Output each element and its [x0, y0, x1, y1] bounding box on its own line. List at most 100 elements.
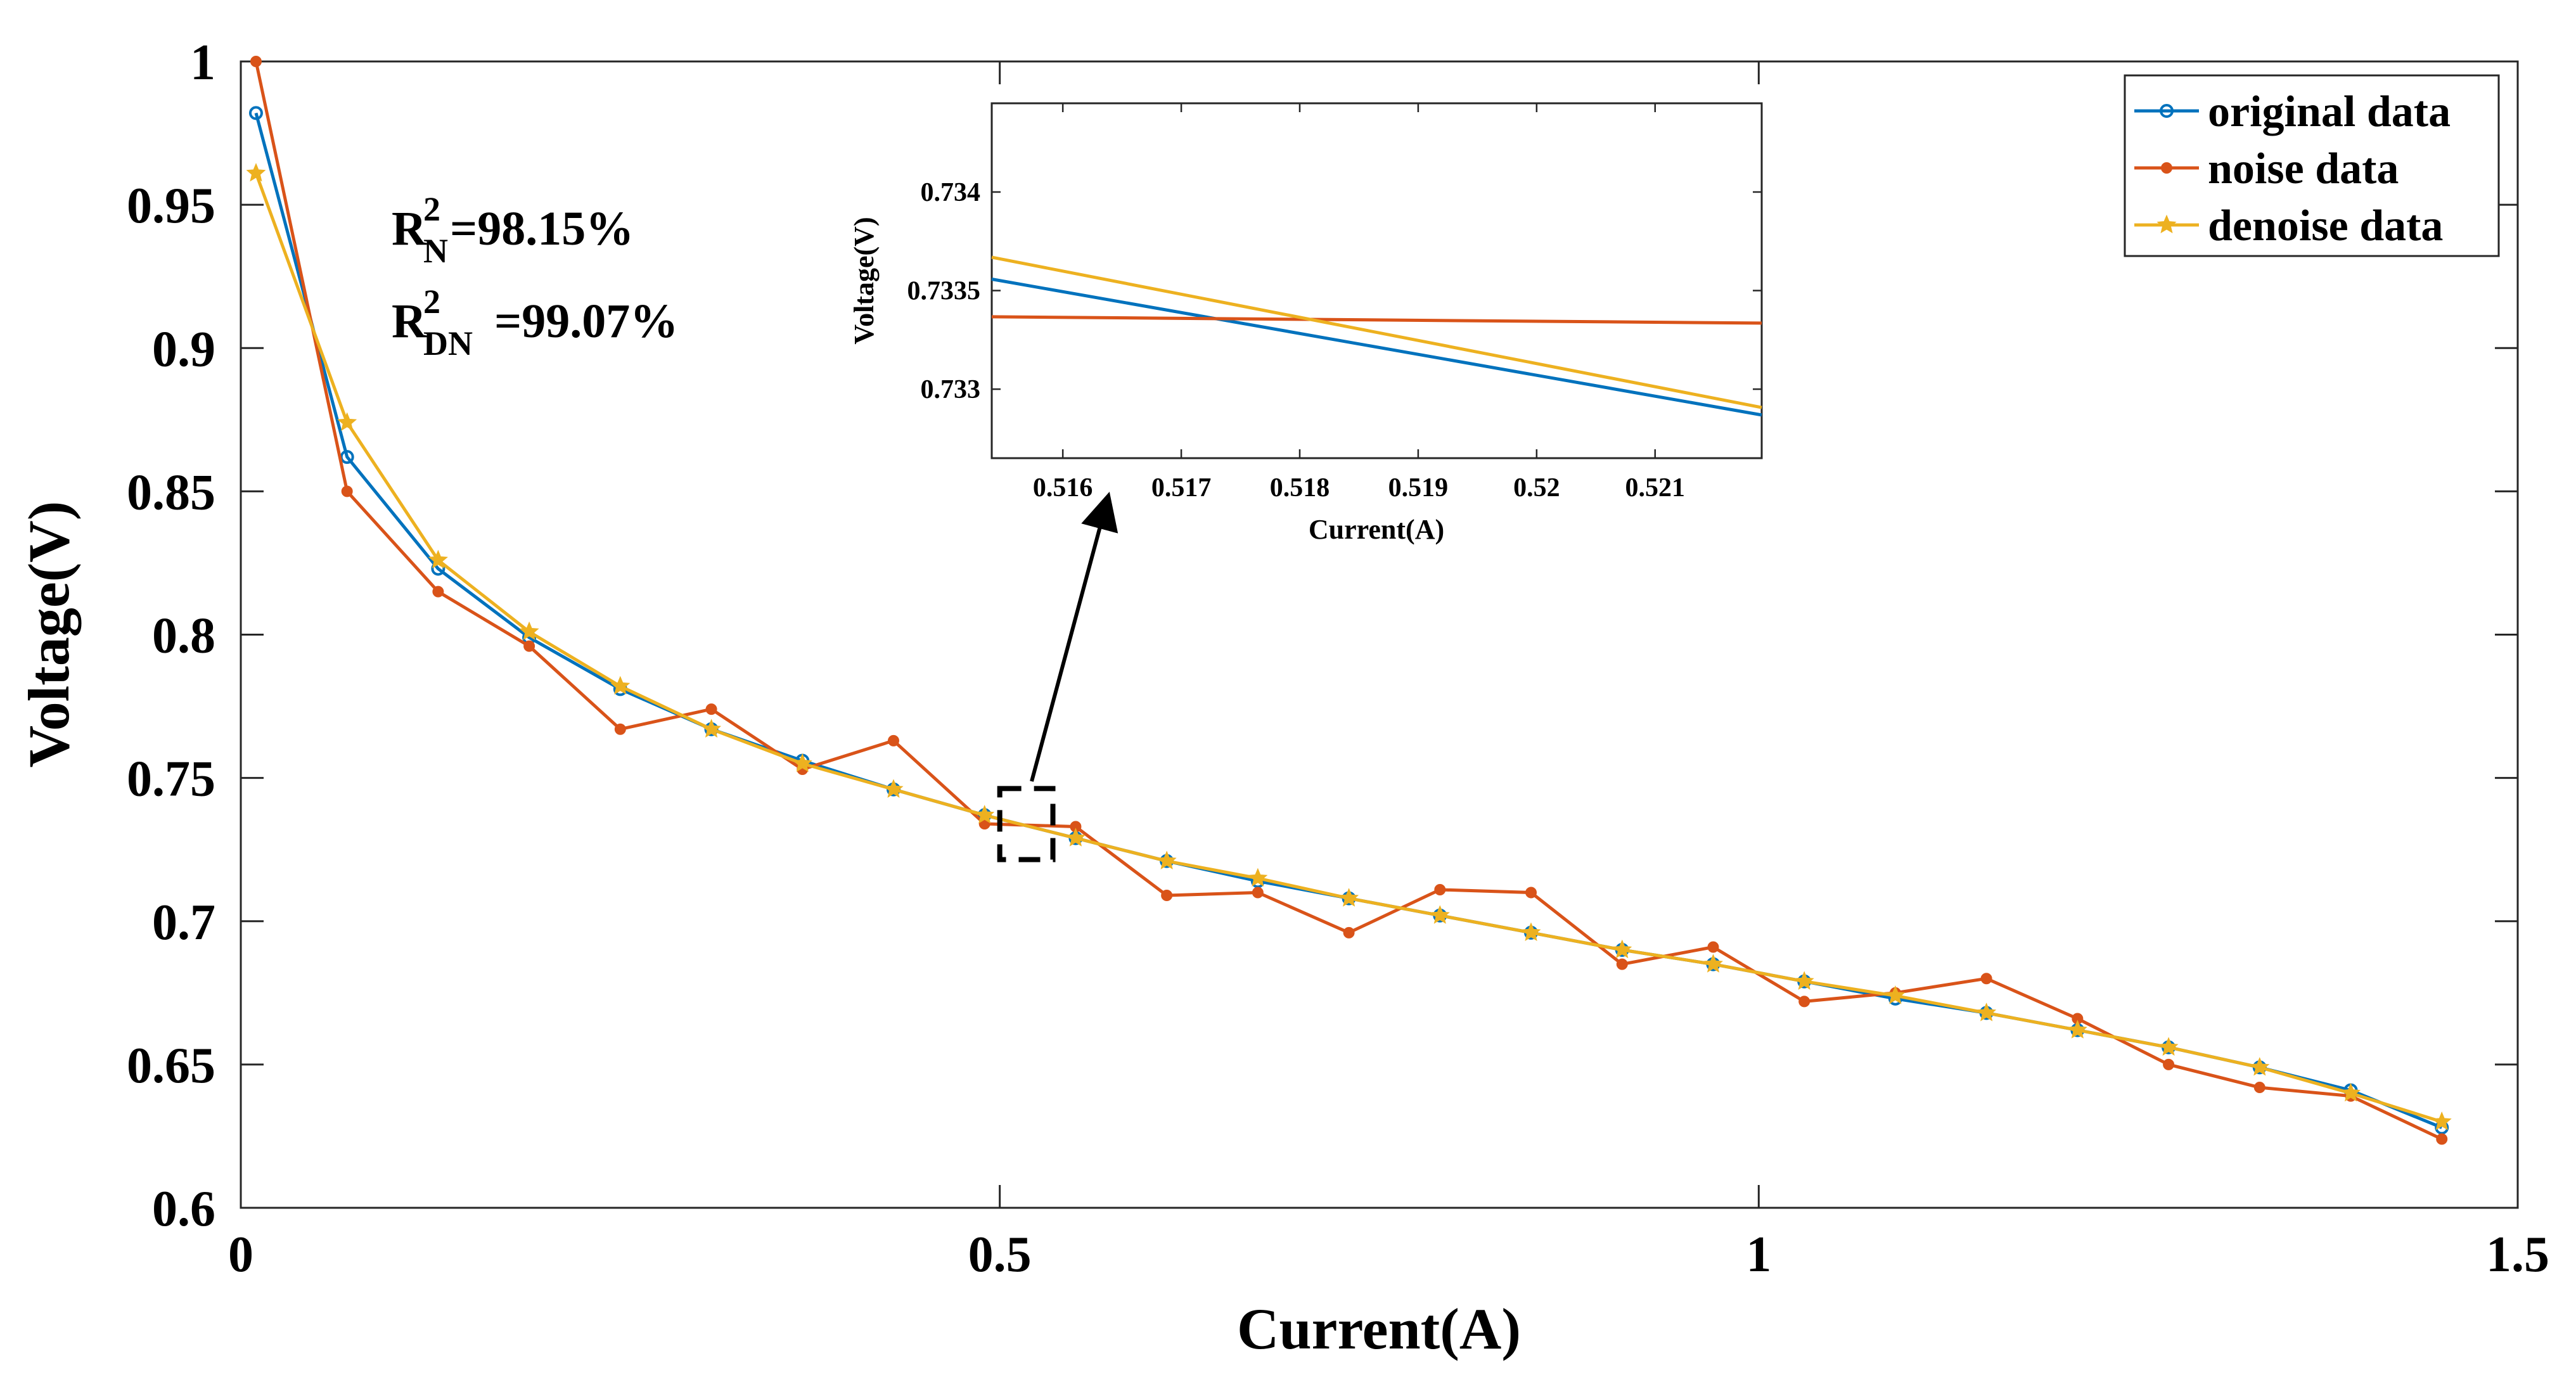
zoom-arrow: [1030, 492, 1118, 782]
r2-dn-sup: 2: [423, 283, 440, 321]
data-point-noise-data: [341, 485, 353, 497]
legend-label: original data: [2208, 87, 2451, 136]
data-point-denoise-data: [1430, 905, 1450, 924]
data-point-denoise-data: [1521, 922, 1541, 942]
data-point-noise-data: [1252, 887, 1264, 899]
data-point-denoise-data: [883, 779, 904, 798]
data-point-noise-data: [1161, 890, 1173, 902]
data-point-noise-data: [1980, 973, 1992, 985]
data-point-denoise-data: [519, 621, 539, 641]
y-tick-label: 0.8: [152, 608, 215, 664]
data-point-denoise-data: [610, 676, 631, 695]
data-point-noise-data: [1798, 996, 1810, 1008]
data-point-noise-data: [2253, 1082, 2265, 1094]
legend-swatch-marker: [2160, 104, 2174, 118]
inset-x-tick-label: 0.518: [1270, 473, 1330, 503]
inset-axis-ticks: 0.516 0.517 0.518 0.519 0.52 0.521 0.733 0.7335…: [907, 103, 1762, 503]
main-series-group: [246, 56, 2452, 1145]
inset-y-tick-label: 0.733: [921, 375, 981, 404]
inset-y-tick-label: 0.7335: [907, 277, 981, 306]
data-point-denoise-data: [1065, 828, 1086, 847]
data-point-denoise-data: [792, 753, 812, 772]
x-tick-label: 1.5: [2486, 1227, 2549, 1283]
y-tick-label: 0.65: [127, 1038, 215, 1094]
legend-swatch-marker: [2156, 214, 2177, 234]
inset-x-tick-label: 0.517: [1151, 473, 1212, 503]
r2-n-sup: 2: [423, 190, 440, 228]
data-point-denoise-data: [246, 163, 266, 182]
y-tick-label: 0.75: [127, 752, 215, 807]
legend-swatch-marker: [2161, 162, 2172, 174]
y-tick-label: 0.85: [127, 464, 215, 520]
data-point-denoise-data: [428, 549, 448, 569]
data-point-noise-data: [1434, 884, 1446, 896]
legend-item-noise-data: noise data: [2134, 144, 2399, 193]
inset-line-noise-data: [991, 315, 1762, 325]
x-tick-label: 0.5: [968, 1227, 1032, 1283]
data-point-noise-data: [432, 586, 444, 598]
data-point-denoise-data: [1339, 888, 1359, 907]
data-point-noise-data: [887, 734, 899, 746]
legend-items: original data noise data denoise data: [2134, 87, 2451, 250]
data-point-denoise-data: [2250, 1057, 2270, 1076]
data-point-denoise-data: [975, 805, 995, 824]
x-tick-label: 0: [228, 1227, 253, 1283]
x-tick-label: 1: [1746, 1227, 1771, 1283]
inset-y-axis-title: Voltage(V): [849, 217, 880, 344]
data-point-noise-data: [705, 703, 717, 715]
y-tick-label: 0.6: [152, 1181, 215, 1237]
inset-series-group: [991, 255, 1762, 417]
y-tick-label: 0.7: [152, 895, 215, 951]
main-axis-ticks: 0 0.5 1 1.5 0.6 0.65 0.7 0.75 0.8 0.85 0.9 0.95 1: [127, 35, 2549, 1283]
data-point-denoise-data: [1157, 850, 1177, 869]
data-point-noise-data: [1707, 941, 1719, 953]
legend-label: noise data: [2208, 144, 2399, 193]
legend-item-original-data: original data: [2134, 87, 2451, 136]
x-axis-title: Current(A): [1237, 1297, 1521, 1361]
inset-y-tick-label: 0.734: [921, 178, 981, 207]
data-point-denoise-data: [1977, 1002, 1997, 1022]
data-point-denoise-data: [1885, 985, 1906, 1004]
inset-line-original-data: [991, 278, 1762, 417]
data-point-noise-data: [2436, 1133, 2448, 1145]
legend-label: denoise data: [2208, 202, 2443, 250]
r2-dn-value: =99.07%: [494, 295, 678, 348]
data-point-denoise-data: [702, 719, 722, 738]
r2-annotation-noise: R 2 N =98.15%: [392, 190, 634, 270]
data-point-noise-data: [523, 640, 535, 652]
inset-x-axis-title: Current(A): [1309, 514, 1444, 545]
legend-item-denoise-data: denoise data: [2134, 202, 2443, 250]
data-point-denoise-data: [337, 412, 357, 432]
inset-x-tick-label: 0.516: [1033, 473, 1093, 503]
data-point-noise-data: [1343, 926, 1355, 938]
y-tick-label: 0.95: [127, 178, 215, 234]
y-tick-label: 0.9: [152, 321, 215, 377]
r2-annotation-denoise: R 2 DN =99.07%: [392, 283, 678, 362]
data-point-denoise-data: [1612, 939, 1632, 959]
r2-n-base: R: [392, 202, 427, 255]
data-point-denoise-data: [2340, 1082, 2361, 1102]
data-point-denoise-data: [1794, 971, 1814, 990]
y-tick-label: 1: [190, 35, 215, 91]
r2-dn-sub: DN: [423, 324, 473, 362]
inset-x-tick-label: 0.52: [1513, 473, 1560, 503]
data-point-denoise-data: [2432, 1111, 2452, 1130]
data-point-denoise-data: [2067, 1020, 2087, 1039]
y-axis-title: Voltage(V): [16, 501, 81, 768]
inset-line-denoise-data: [991, 255, 1762, 409]
data-point-denoise-data: [2158, 1037, 2179, 1056]
data-point-noise-data: [2163, 1058, 2175, 1070]
inset-x-tick-label: 0.519: [1388, 473, 1449, 503]
legend: original data noise data denoise data: [2124, 74, 2500, 257]
zoom-region-box: [997, 786, 1056, 862]
data-point-original-data: [248, 106, 263, 120]
inset-x-tick-label: 0.521: [1625, 473, 1686, 503]
data-point-noise-data: [1616, 958, 1628, 970]
data-point-noise-data: [1525, 887, 1537, 899]
data-point-denoise-data: [1248, 868, 1268, 887]
data-point-denoise-data: [1703, 954, 1723, 973]
r2-n-value: =98.15%: [450, 202, 634, 255]
data-point-noise-data: [614, 723, 626, 735]
r2-n-sub: N: [423, 232, 448, 270]
